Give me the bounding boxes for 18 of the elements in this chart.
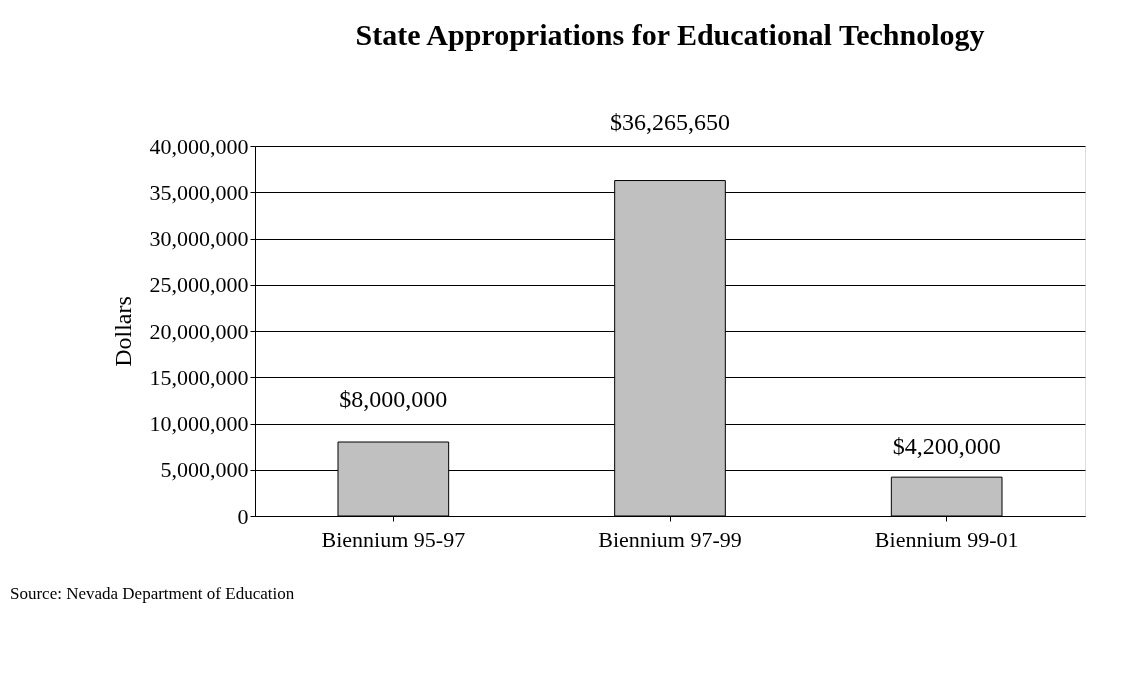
- chart-title: State Appropriations for Educational Technology: [355, 17, 985, 51]
- y-tick-label: 5,000,000: [160, 457, 249, 483]
- data-label: $36,265,650: [610, 108, 730, 135]
- data-label: $4,200,000: [892, 432, 1001, 459]
- x-tick-label: Biennium 95-97: [321, 526, 466, 552]
- x-tick-label: Biennium 97-99: [598, 526, 742, 552]
- y-tick-label: 30,000,000: [149, 226, 249, 251]
- y-tick-label: 25,000,000: [149, 272, 249, 298]
- x-tick-label: Biennium 99-01: [874, 526, 1019, 552]
- y-tick-label: 15,000,000: [149, 364, 249, 390]
- y-tick-label: 10,000,000: [149, 411, 249, 436]
- y-tick-label: 40,000,000: [149, 133, 249, 159]
- y-tick-label: 35,000,000: [149, 179, 249, 205]
- y-axis-title: Dollars: [109, 296, 136, 367]
- y-tick-label: 0: [237, 503, 249, 529]
- source-note: Source: Nevada Department of Education: [10, 584, 295, 603]
- data-label: $8,000,000: [339, 386, 448, 413]
- y-tick-label: 20,000,000: [149, 318, 249, 344]
